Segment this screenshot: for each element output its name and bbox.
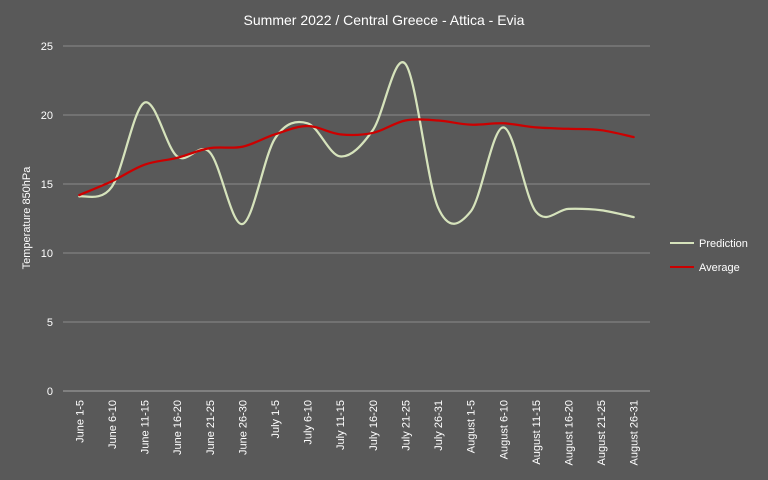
x-tick-label: August 1-5 bbox=[466, 400, 478, 453]
x-tick-label: June 16-20 bbox=[172, 400, 184, 455]
x-axis-ticks: June 1-5 June 6-10 June 11-15 June 16-20 Jun… bbox=[74, 400, 640, 465]
x-tick-label: August 26-31 bbox=[629, 400, 641, 465]
x-tick-label: June 21-25 bbox=[205, 400, 217, 455]
y-tick-label: 25 bbox=[41, 41, 53, 53]
y-tick-label: 20 bbox=[41, 110, 53, 122]
y-tick-label: 0 bbox=[47, 386, 53, 398]
x-tick-label: August 6-10 bbox=[498, 400, 510, 459]
legend-label-average: Average bbox=[699, 262, 740, 274]
x-tick-label: June 26-30 bbox=[237, 400, 249, 455]
y-tick-label: 5 bbox=[47, 317, 53, 329]
x-tick-label: July 1-5 bbox=[270, 400, 282, 439]
y-axis-label: Temperature 850hPa bbox=[21, 166, 33, 270]
series-line-0 bbox=[78, 61, 635, 226]
x-tick-label: July 6-10 bbox=[303, 400, 315, 445]
legend-label-prediction: Prediction bbox=[699, 238, 748, 250]
x-tick-label: July 16-20 bbox=[368, 400, 380, 451]
y-tick-label: 15 bbox=[41, 179, 53, 191]
series-lines bbox=[78, 61, 635, 226]
y-tick-label: 10 bbox=[41, 248, 53, 260]
x-tick-label: June 1-5 bbox=[74, 400, 86, 443]
x-tick-label: July 11-15 bbox=[335, 400, 347, 450]
x-tick-label: July 21-25 bbox=[400, 400, 412, 451]
x-tick-label: June 11-15 bbox=[140, 400, 152, 454]
x-tick-label: July 26-31 bbox=[433, 400, 445, 451]
gridlines bbox=[63, 45, 650, 392]
legend: Prediction Average bbox=[670, 238, 748, 274]
x-tick-label: June 6-10 bbox=[107, 400, 119, 449]
x-tick-label: August 11-15 bbox=[531, 400, 543, 465]
x-tick-label: August 21-25 bbox=[596, 400, 608, 465]
series-line-1 bbox=[78, 118, 635, 197]
x-tick-label: August 16-20 bbox=[563, 400, 575, 465]
y-axis-ticks: 0 5 10 15 20 25 bbox=[41, 41, 53, 398]
chart-title: Summer 2022 / Central Greece - Attica - … bbox=[244, 12, 525, 28]
